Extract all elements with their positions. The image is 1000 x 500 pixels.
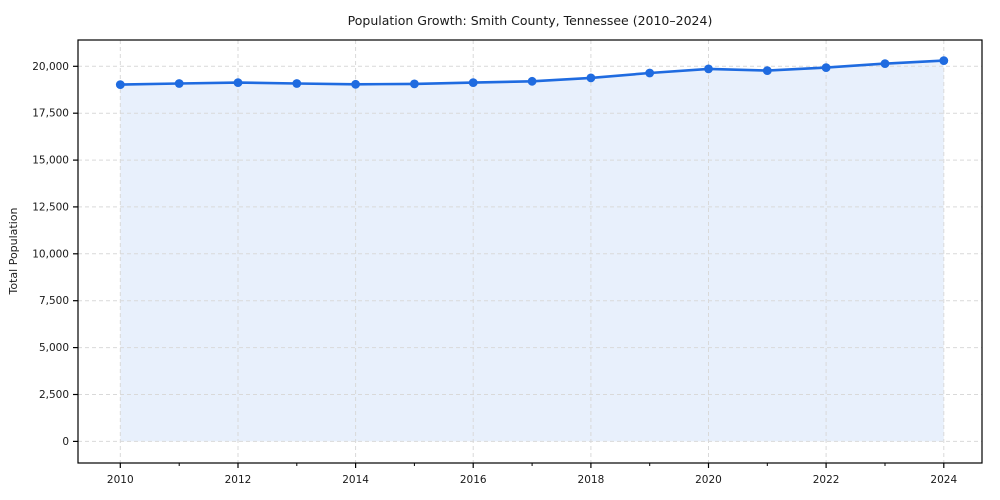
y-tick-label: 17,500 <box>32 108 69 120</box>
data-point-2020 <box>704 64 713 74</box>
x-tick-label: 2014 <box>342 474 369 486</box>
data-point-2013 <box>292 79 302 88</box>
y-tick-label: 20,000 <box>32 61 69 73</box>
y-tick-label: 10,000 <box>32 248 69 260</box>
data-point-2017 <box>527 76 537 86</box>
data-point-2019 <box>645 68 655 78</box>
y-tick-label: 12,500 <box>32 201 69 213</box>
y-tick-label: 0 <box>62 436 69 448</box>
x-tick-label: 2018 <box>578 474 605 486</box>
data-point-2022 <box>821 63 831 72</box>
data-point-2016 <box>468 78 478 87</box>
data-point-2011 <box>174 79 184 88</box>
plot-border-layer <box>77 39 983 464</box>
x-tick-label: 2022 <box>813 474 840 486</box>
data-point-2021 <box>762 66 772 75</box>
y-tick-label: 5,000 <box>39 342 69 354</box>
y-tick-label: 15,000 <box>32 155 69 167</box>
data-point-2014 <box>351 79 360 89</box>
data-point-2018 <box>586 73 596 83</box>
x-tick-label: 2010 <box>107 474 134 486</box>
y-axis-label: Total Population <box>7 207 20 295</box>
series-layer <box>115 56 949 89</box>
plot-border <box>77 39 983 464</box>
data-point-2010 <box>115 80 125 89</box>
area-fill-layer <box>120 60 944 442</box>
data-point-2024 <box>939 56 949 65</box>
chart-title: Population Growth: Smith County, Tenness… <box>348 13 713 28</box>
ticks-layer: 2010 2012 2014 2016 2018 2020 2022 2024 0 2,500 5,… <box>32 61 957 486</box>
x-tick-label: 2024 <box>930 474 957 486</box>
x-tick-label: 2020 <box>695 474 722 486</box>
gridlines-layer <box>78 40 982 463</box>
x-tick-label: 2012 <box>225 474 252 486</box>
y-tick-label: 7,500 <box>39 295 69 307</box>
x-tick-label: 2016 <box>460 474 487 486</box>
data-point-2015 <box>410 79 419 89</box>
data-point-2012 <box>233 78 243 87</box>
y-tick-label: 2,500 <box>39 389 69 401</box>
area-fill <box>120 60 944 442</box>
data-point-2023 <box>880 59 890 68</box>
